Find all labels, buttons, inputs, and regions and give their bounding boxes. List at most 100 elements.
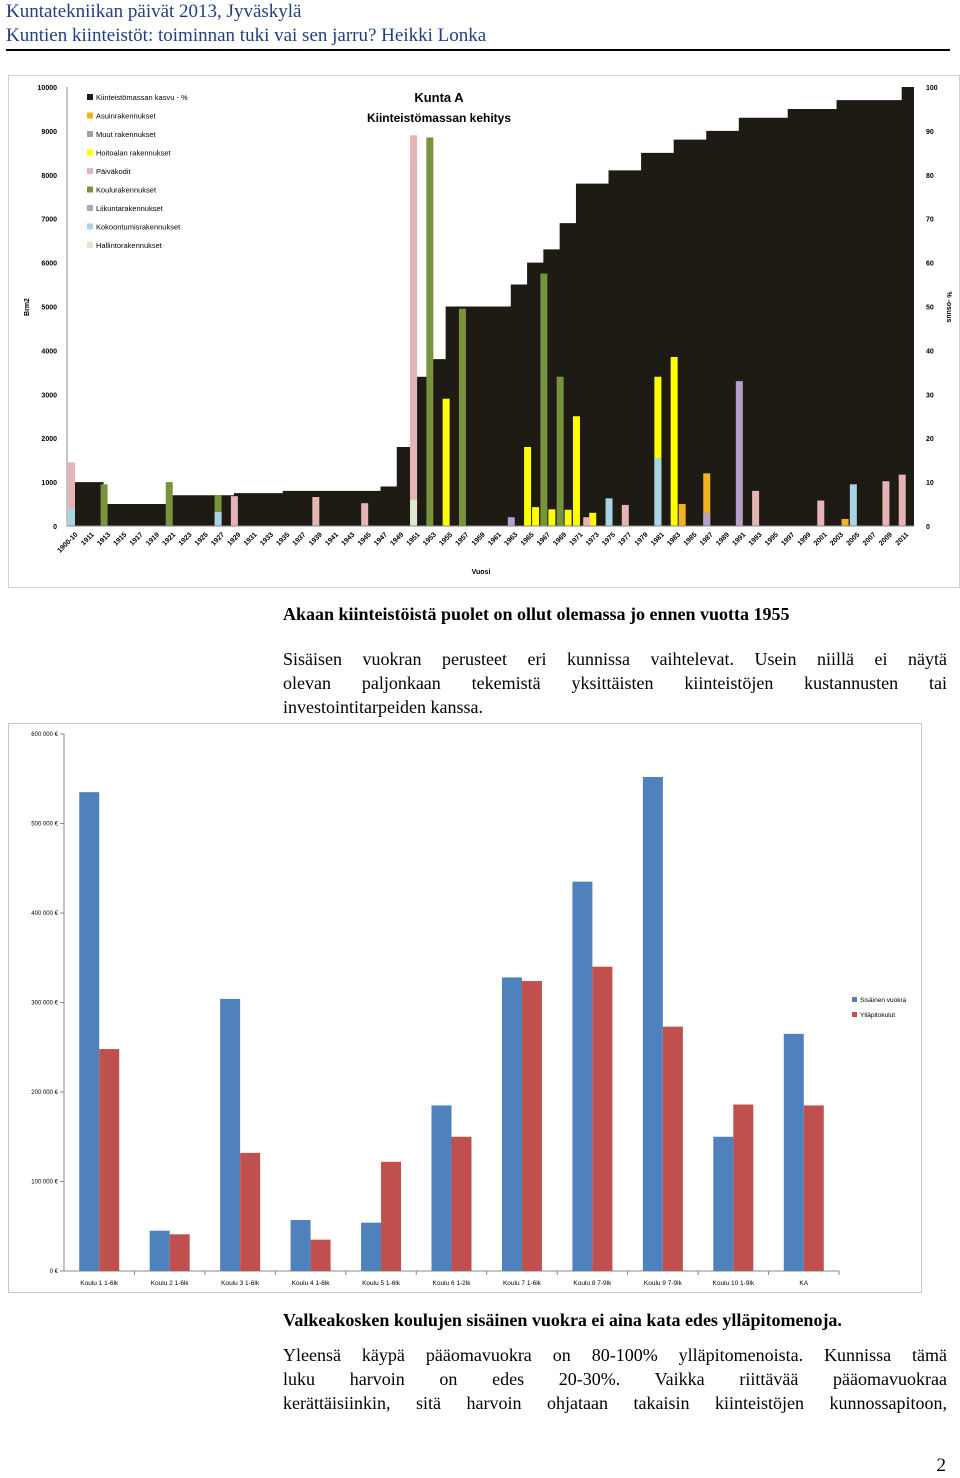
bar — [572, 881, 593, 1271]
bar — [507, 517, 515, 526]
x-tick-label: 1921 — [161, 531, 177, 547]
bar — [165, 482, 173, 526]
y-tick-label: 1000 — [41, 480, 57, 487]
legend-label: Muut rakennukset — [96, 130, 157, 139]
x-tick-label: 1927 — [210, 531, 226, 547]
legend-swatch — [87, 205, 93, 211]
y-tick-label: 0 — [53, 524, 57, 531]
running-header-title: Kuntien kiinteistöt: toiminnan tuki vai … — [6, 25, 487, 46]
bar — [592, 966, 613, 1271]
y-tick-label: 4000 — [41, 348, 57, 355]
x-axis-title: Vuosi — [472, 569, 491, 576]
y-tick-label: 200 000 € — [31, 1090, 58, 1096]
bar — [621, 504, 629, 526]
x-tick-label: Koulu 9 7-9lk — [644, 1280, 683, 1287]
x-tick-label: 1925 — [194, 531, 210, 547]
x-tick-label: 1995 — [764, 531, 780, 547]
legend-label: Päiväkodit — [96, 167, 132, 176]
legend-label: Kiinteistömassan kasvu - % — [96, 93, 188, 102]
legend-label: Sisäinen vuokra — [860, 997, 907, 1004]
x-tick-label: Koulu 1 1-6lk — [80, 1280, 119, 1287]
x-tick-label: 2011 — [895, 531, 911, 547]
x-tick-label: 1999 — [797, 531, 813, 547]
chart-title: Kunta A — [414, 90, 464, 105]
bar — [310, 1239, 331, 1271]
bar — [713, 1136, 734, 1271]
x-tick-label: 1969 — [552, 531, 568, 547]
paragraph-line: Sisäisen vuokran perusteet eri kunnissa … — [283, 649, 947, 669]
bar — [841, 518, 849, 526]
bar — [733, 1104, 754, 1271]
legend-label: Kokoontumisrakennukset — [96, 223, 181, 232]
bar — [849, 484, 857, 526]
x-tick-label: 1959 — [471, 531, 487, 547]
paragraph-line: kerättäisiinkin, sitä harvoin ohjataan t… — [283, 1393, 947, 1413]
bar — [442, 398, 450, 526]
legend-swatch — [87, 242, 93, 248]
y2-axis-title: % -osuus — [945, 291, 952, 322]
school-rent-chart-svg: 0 € 100 000 € 200 000 € 300 000 € 400 000 € 5… — [31, 732, 907, 1287]
y2-tick-label: 80 — [926, 173, 934, 180]
x-tick-label: 1965 — [520, 531, 536, 547]
legend-label: Koulurakennukset — [96, 186, 157, 195]
y-tick-label: 10000 — [38, 85, 58, 92]
x-tick-label: 2007 — [862, 531, 878, 547]
x-tick-label: 1985 — [683, 531, 699, 547]
bar — [662, 1026, 683, 1271]
chart-subtitle: Kiinteistömassan kehitys — [367, 111, 511, 125]
legend-swatch — [87, 149, 93, 156]
legend-swatch — [87, 112, 93, 119]
x-tick-label: 1917 — [129, 531, 145, 547]
bar — [605, 498, 613, 526]
y-tick-label: 6000 — [41, 261, 57, 268]
bar — [410, 135, 418, 526]
bar — [68, 508, 75, 526]
y2-tick-label: 20 — [926, 436, 934, 443]
y2-tick-label: 0 — [926, 524, 930, 531]
paragraph-internal-rent: Sisäisen vuokran perusteet eri kunnissa … — [283, 647, 947, 719]
x-tick-label: 1983 — [666, 531, 682, 547]
bar — [458, 308, 466, 526]
bar — [99, 1049, 120, 1271]
bar — [540, 273, 548, 526]
x-tick-label: 2005 — [845, 531, 861, 547]
x-tick-label: Koulu 2 1-6lk — [151, 1280, 190, 1287]
bar — [817, 500, 825, 526]
legend-swatch — [87, 131, 93, 137]
bar — [898, 474, 906, 526]
x-tick-label: 1911 — [80, 531, 96, 547]
x-tick-label: 1937 — [292, 531, 308, 547]
x-tick-label: Koulu 3 1-6lk — [221, 1280, 260, 1287]
y-tick-label: 100 000 € — [31, 1180, 58, 1186]
bar — [583, 517, 591, 526]
legend-label: Asuinrakennukset — [96, 112, 157, 121]
y2-tick-label: 10 — [926, 480, 934, 487]
x-tick-label: 1975 — [601, 531, 617, 547]
bar — [654, 457, 662, 526]
x-tick-label: 1933 — [259, 531, 275, 547]
y2-tick-label: 40 — [926, 348, 934, 355]
page-number: 2 — [936, 1455, 947, 1476]
y-tick-label: 0 € — [50, 1269, 59, 1275]
bar — [149, 1230, 170, 1271]
y-tick-label: 9000 — [41, 129, 57, 136]
bar — [290, 1219, 311, 1271]
x-tick-label: Koulu 6 1-2lk — [433, 1280, 472, 1287]
x-tick-label: Koulu 10 1-9lk — [713, 1280, 755, 1287]
legend-swatch — [852, 997, 857, 1002]
bar — [882, 481, 890, 526]
x-tick-label: 1955 — [438, 531, 454, 547]
x-tick-label: 1957 — [455, 531, 471, 547]
y-tick-label: 8000 — [41, 173, 57, 180]
x-tick-label: 1981 — [650, 531, 666, 547]
x-tick-label: Koulu 7 1-6lk — [503, 1280, 542, 1287]
y2-tick-label: 100 — [926, 85, 938, 92]
bar — [220, 998, 241, 1271]
bar — [524, 446, 532, 526]
x-tick-label: 1971 — [569, 531, 585, 547]
x-tick-label: 1979 — [634, 531, 650, 547]
bar — [361, 503, 369, 526]
x-tick-label: 1915 — [112, 531, 128, 547]
x-tick-label: 1987 — [699, 531, 715, 547]
figure-property-mass-chart: 0 1000 2000 3000 4000 5000 6000 7000 8000 9000 100… — [8, 75, 960, 588]
